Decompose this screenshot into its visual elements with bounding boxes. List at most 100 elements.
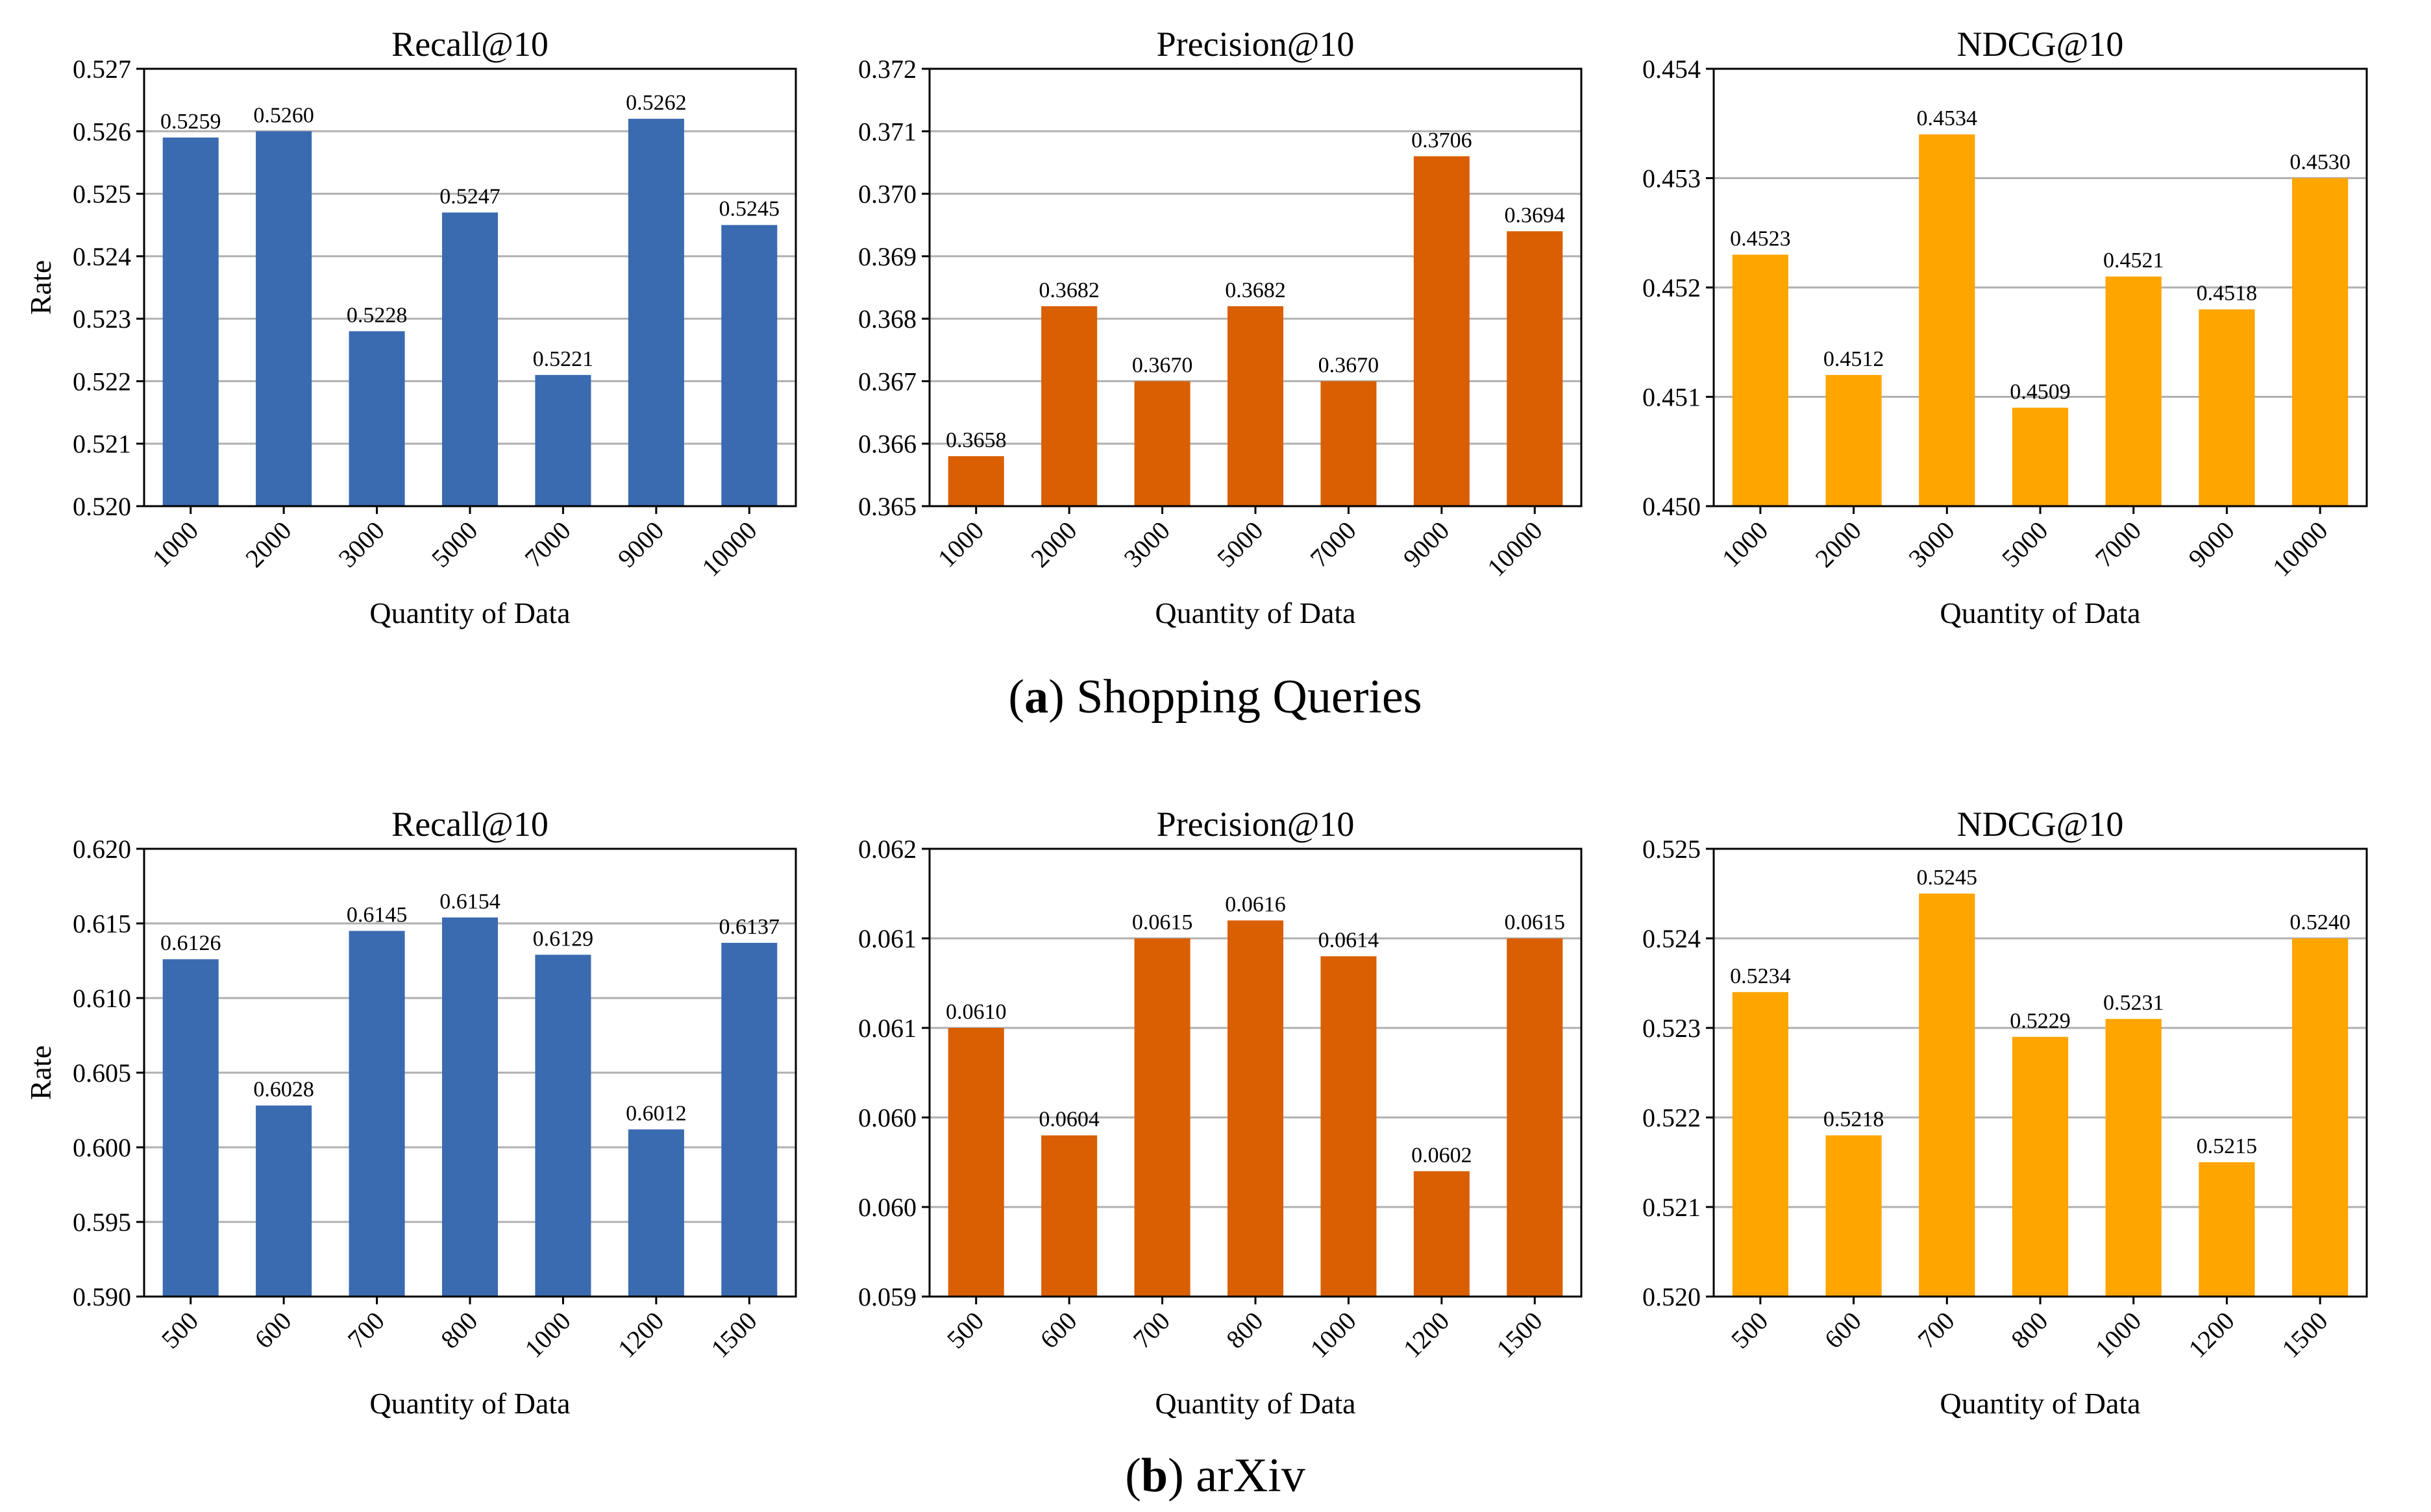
bar [162,959,219,1297]
y-tick-label: 0.366 [858,430,917,459]
y-tick-label: 0.520 [1642,1282,1701,1311]
value-label: 0.5228 [347,303,408,327]
value-label: 0.5247 [439,184,500,208]
x-tick-label: 1200 [1398,1306,1455,1363]
x-tick-label: 500 [941,1306,989,1354]
value-label: 0.4509 [2010,380,2071,404]
value-label: 0.6154 [439,890,500,914]
plot-frame [143,67,797,507]
chart-b-ndcg-at-10: 0.520 0.521 0.522 0.523 0.524 0.525 0.5234 500 0… [1642,805,2368,1420]
panel-title: NDCG@10 [1957,25,2124,64]
y-tick-label: 0.062 [858,835,917,864]
value-label: 0.5245 [1917,866,1978,890]
value-label: 0.3694 [1505,203,1566,227]
bar [2292,178,2349,506]
y-tick-label: 0.620 [73,835,131,864]
bar [1732,254,1788,506]
y-tick-label: 0.061 [858,924,917,953]
value-label: 0.5229 [2010,1009,2071,1033]
x-axis-label: Quantity of Data [1155,1387,1355,1420]
panel-title: Recall@10 [391,25,549,64]
bar [721,225,778,506]
chart-a-ndcg-at-10: 0.450 0.451 0.452 0.453 0.454 0.4523 1000 0.451… [1642,25,2368,629]
value-label: 0.0616 [1225,892,1286,916]
y-axis-label: Rate [24,1045,57,1100]
y-tick-label: 0.060 [858,1193,917,1222]
x-tick-label: 600 [249,1306,297,1354]
bar [1413,1171,1470,1297]
bar [349,931,405,1297]
value-label: 0.4523 [1730,226,1791,250]
bar [162,137,219,506]
bar [1732,992,1788,1297]
y-tick-label: 0.521 [73,430,131,459]
y-tick-label: 0.060 [858,1103,917,1132]
chart-b-precision-at-10: 0.059 0.060 0.060 0.061 0.061 0.062 0.0610 500 0… [858,805,1583,1420]
y-tick-label: 0.525 [73,180,131,209]
x-tick-label: 10000 [696,516,763,583]
bar [2105,1019,2162,1297]
bar [721,942,778,1297]
bar [441,212,499,506]
x-tick-label: 2000 [1025,516,1082,573]
x-tick-label: 7000 [2090,516,2147,573]
plot-frame [143,847,797,1298]
bar [2199,309,2255,506]
panel-title: Recall@10 [391,805,549,844]
x-tick-label: 2000 [240,516,297,573]
y-axis-label: Rate [24,260,57,315]
value-label: 0.3682 [1225,278,1286,302]
y-tick-label: 0.450 [1642,492,1701,521]
value-label: 0.6012 [626,1101,687,1125]
x-tick-label: 700 [1912,1306,1960,1354]
bar [1134,938,1191,1297]
bar [2012,408,2069,506]
x-tick-label: 5000 [1996,516,2053,573]
value-label: 0.3682 [1039,278,1100,302]
x-tick-label: 9000 [612,516,669,573]
value-label: 0.0610 [946,1000,1007,1024]
bar [1320,956,1377,1297]
value-label: 0.3670 [1132,353,1193,377]
y-tick-label: 0.590 [73,1282,131,1311]
value-label: 0.3706 [1411,128,1472,152]
bar [1320,381,1377,506]
x-tick-label: 700 [342,1306,390,1354]
bar [349,331,405,506]
x-tick-label: 700 [1128,1306,1176,1354]
plot-frame [928,67,1583,507]
x-tick-label: 1000 [1716,516,1773,573]
x-tick-label: 500 [156,1306,204,1354]
bar [628,1129,684,1297]
y-tick-label: 0.523 [73,304,131,334]
y-tick-label: 0.371 [858,117,917,146]
x-tick-label: 1000 [147,516,204,573]
y-tick-label: 0.452 [1642,273,1701,302]
y-tick-label: 0.525 [1642,835,1701,864]
x-tick-label: 1500 [1490,1306,1548,1363]
y-tick-label: 0.522 [1642,1103,1701,1132]
value-label: 0.6145 [347,903,408,927]
bar [256,131,312,507]
x-tick-label: 600 [1819,1306,1867,1354]
x-tick-label: 1000 [519,1306,576,1363]
value-label: 0.6137 [719,915,780,939]
value-label: 0.3670 [1318,353,1379,377]
bar [1507,938,1563,1297]
bar [256,1105,312,1297]
y-tick-label: 0.610 [73,984,131,1013]
plot-frame [1712,67,2368,507]
y-tick-label: 0.061 [858,1014,917,1043]
bar [2292,938,2349,1297]
x-axis-label: Quantity of Data [1155,596,1355,629]
y-tick-label: 0.453 [1642,164,1701,193]
value-label: 0.5231 [2103,991,2164,1015]
x-tick-label: 10000 [2267,516,2334,583]
value-label: 0.5234 [1730,964,1791,988]
bar [2105,276,2162,506]
bar [1227,920,1284,1297]
bar [628,119,684,506]
bar [1825,1135,1882,1297]
y-tick-label: 0.451 [1642,383,1701,412]
